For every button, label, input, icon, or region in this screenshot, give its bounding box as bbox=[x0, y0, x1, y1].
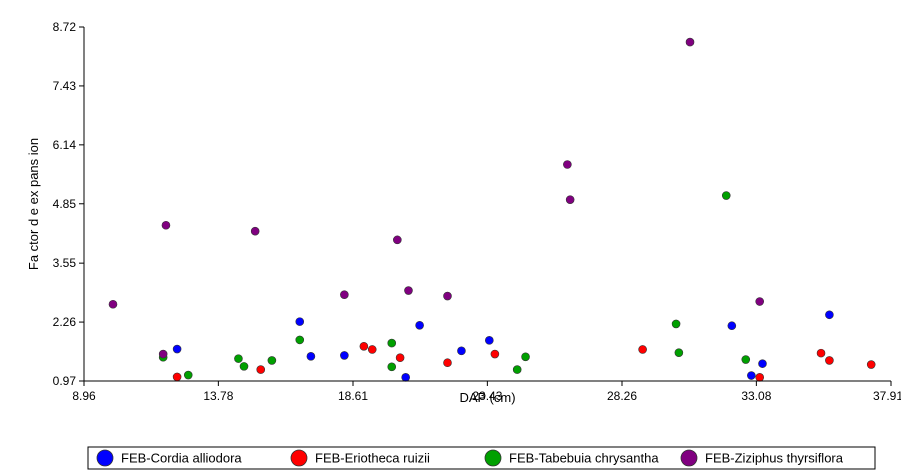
data-point bbox=[521, 352, 530, 362]
data-point bbox=[638, 345, 647, 354]
data-point bbox=[674, 348, 684, 357]
y-tick-label: 3.55 bbox=[53, 256, 77, 270]
y-tick-label: 0.97 bbox=[53, 374, 77, 388]
legend-marker bbox=[96, 449, 114, 467]
data-point bbox=[443, 291, 452, 301]
y-tick-label: 8.72 bbox=[53, 20, 77, 34]
data-point bbox=[512, 365, 522, 374]
data-point bbox=[395, 353, 405, 363]
series-4 bbox=[108, 37, 765, 359]
axes: 8.96 13.78 18.61 23.43 28.26 33.08 37.91 0.97 2.… bbox=[26, 20, 901, 405]
x-tick-label: 37.91 bbox=[873, 389, 901, 403]
data-point bbox=[490, 349, 500, 359]
legend-marker bbox=[484, 449, 502, 467]
data-point bbox=[234, 354, 243, 363]
data-point bbox=[250, 226, 260, 236]
data-point bbox=[727, 321, 737, 331]
data-point bbox=[755, 297, 765, 306]
data-point bbox=[295, 335, 305, 345]
y-axis-title: Fa ctor d e ex pans ion bbox=[26, 138, 41, 270]
x-tick-label: 13.78 bbox=[203, 389, 233, 403]
legend-label: FEB-Cordia alliodora bbox=[121, 451, 242, 466]
legend-marker bbox=[680, 449, 698, 467]
data-point bbox=[404, 286, 413, 295]
legend-box bbox=[87, 446, 876, 470]
data-point bbox=[387, 362, 397, 372]
data-point bbox=[721, 191, 731, 200]
x-axis-title: DAP (cm) bbox=[459, 390, 515, 405]
x-tick-label: 8.96 bbox=[72, 389, 96, 403]
series-1 bbox=[172, 310, 834, 382]
data-point bbox=[401, 373, 410, 382]
data-point bbox=[457, 346, 466, 356]
data-point bbox=[741, 355, 751, 364]
x-tick-label: 28.26 bbox=[607, 389, 637, 403]
data-point bbox=[267, 356, 277, 365]
x-tick-label: 23.43 bbox=[472, 389, 502, 403]
data-point bbox=[825, 356, 834, 365]
legend-marker bbox=[290, 449, 308, 467]
data-point bbox=[295, 317, 305, 326]
data-point bbox=[825, 310, 834, 320]
x-tick-label: 18.61 bbox=[338, 389, 368, 403]
data-point bbox=[161, 220, 171, 230]
data-point bbox=[367, 345, 377, 354]
x-tick-label: 33.08 bbox=[741, 389, 771, 403]
data-point bbox=[108, 299, 118, 309]
data-point bbox=[443, 358, 452, 368]
data-point bbox=[758, 359, 767, 368]
data-point bbox=[685, 37, 695, 47]
data-point bbox=[256, 365, 266, 374]
legend-label: FEB-Ziziphus thyrsiflora bbox=[705, 451, 844, 466]
data-point bbox=[172, 344, 182, 354]
data-point bbox=[755, 373, 765, 382]
data-point bbox=[387, 338, 397, 348]
data-point bbox=[816, 348, 826, 358]
data-point bbox=[239, 362, 249, 371]
y-tick-label: 2.26 bbox=[53, 315, 77, 329]
data-point bbox=[415, 320, 424, 330]
data-point bbox=[340, 290, 349, 299]
y-tick-label: 6.14 bbox=[53, 138, 77, 152]
data-point bbox=[172, 372, 182, 382]
data-point bbox=[183, 370, 193, 380]
data-point bbox=[485, 336, 494, 345]
y-tick-label: 7.43 bbox=[53, 79, 77, 93]
series-2 bbox=[172, 341, 876, 382]
data-point bbox=[306, 352, 316, 361]
y-tick-label: 4.85 bbox=[53, 197, 77, 211]
series-3 bbox=[158, 191, 751, 380]
data-point bbox=[866, 360, 876, 369]
plot-area bbox=[108, 37, 876, 382]
data-point bbox=[158, 349, 168, 359]
data-point bbox=[565, 195, 575, 204]
legend-label: FEB-Tabebuia chrysantha bbox=[509, 451, 659, 466]
data-point bbox=[563, 160, 572, 169]
data-point bbox=[359, 341, 369, 351]
legend: FEB-Cordia alliodora FEB-Eriotheca ruizii… bbox=[87, 446, 876, 470]
data-point bbox=[671, 319, 681, 329]
legend-label: FEB-Eriotheca ruizii bbox=[315, 451, 430, 466]
data-point bbox=[747, 371, 756, 380]
data-point bbox=[340, 351, 349, 360]
data-point bbox=[393, 235, 402, 245]
